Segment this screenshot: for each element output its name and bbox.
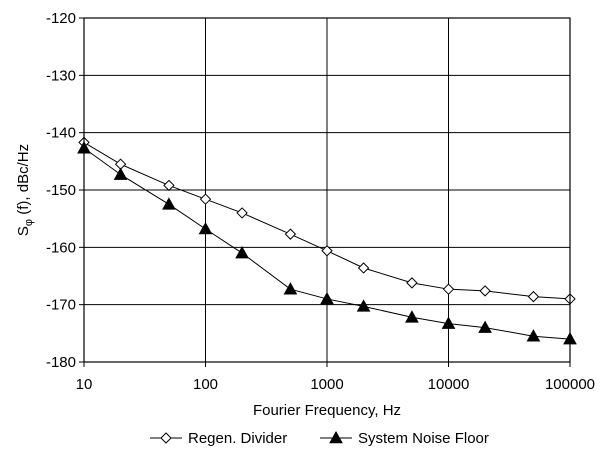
data-point	[199, 193, 212, 205]
legend-label: Regen. Divider	[188, 430, 287, 447]
data-point	[526, 329, 541, 342]
legend: Regen. Divider System Noise Floor	[150, 430, 489, 447]
legend-marker	[160, 432, 172, 444]
y-tick-label: -150	[46, 182, 76, 199]
series	[77, 136, 577, 345]
data-point	[357, 262, 370, 274]
data-point	[478, 320, 492, 333]
data-point	[284, 228, 297, 240]
data-point	[405, 310, 419, 323]
data-point	[479, 285, 491, 297]
y-tick-label: -170	[46, 297, 76, 314]
y-tick-label: -130	[46, 67, 76, 84]
x-tick-label: 1000	[310, 376, 343, 393]
data-point	[442, 283, 455, 295]
x-tick-label: 10000	[428, 376, 470, 393]
tick-labels: 10 100 1000 10000 100000 -120 -130 -140 -150 -160…	[46, 10, 595, 393]
legend-item: System Noise Floor	[320, 430, 489, 447]
data-point	[162, 197, 176, 210]
series-2	[77, 141, 577, 345]
data-point	[356, 299, 371, 312]
data-point	[321, 245, 333, 257]
series-1	[78, 136, 576, 305]
data-point	[283, 282, 298, 295]
data-point	[113, 167, 128, 180]
data-point	[406, 277, 418, 289]
x-axis-title: Fourier Frequency, Hz	[253, 402, 401, 419]
x-tick-label: 100000	[545, 376, 595, 393]
y-tick-label: -140	[46, 125, 76, 142]
data-point	[198, 221, 213, 235]
data-point	[441, 316, 456, 329]
x-tick-label: 10	[76, 376, 93, 393]
y-tick-label: -180	[46, 354, 76, 371]
data-point	[163, 179, 175, 192]
data-point	[320, 291, 334, 305]
data-point	[235, 246, 249, 259]
legend-item: Regen. Divider	[150, 430, 287, 447]
x-tick-label: 100	[193, 376, 218, 393]
y-axis-title: Sφ (f), dBc/Hz	[15, 144, 35, 236]
legend-marker	[329, 430, 343, 444]
y-tick-label: -160	[46, 239, 76, 256]
data-point	[527, 290, 540, 303]
legend-label: System Noise Floor	[358, 430, 489, 447]
data-point	[236, 207, 248, 219]
y-tick-label: -120	[46, 10, 76, 27]
